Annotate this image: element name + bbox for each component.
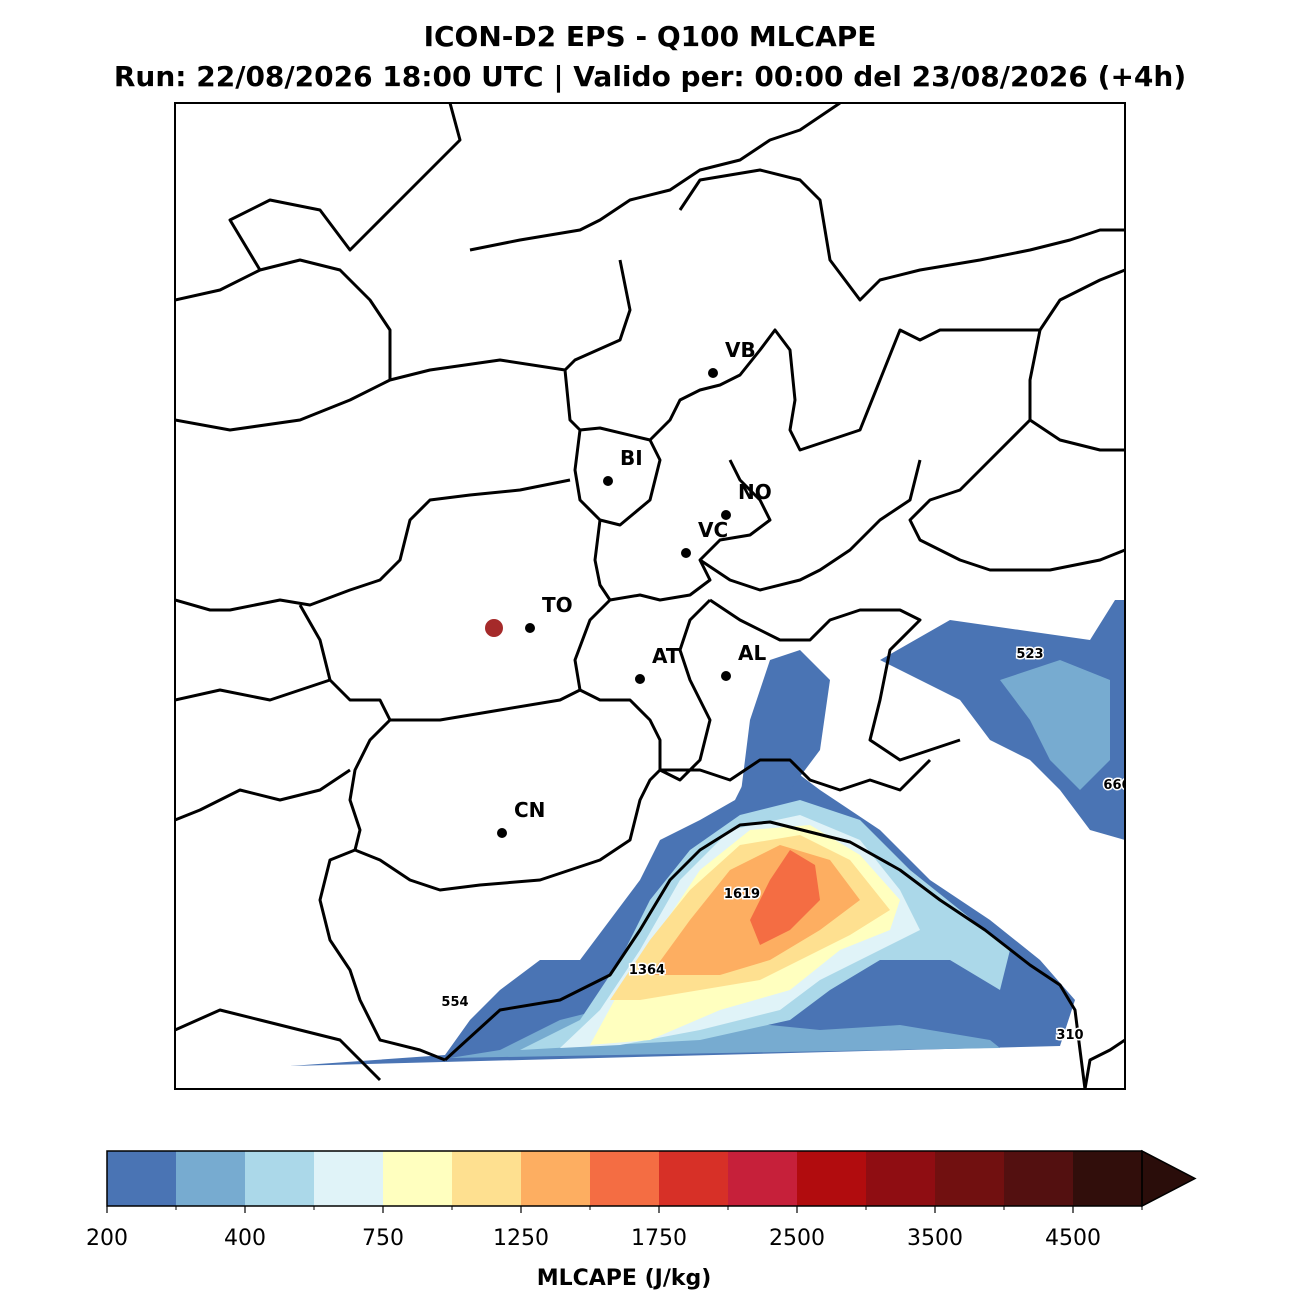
colorbar-tick-label: 1250 <box>493 1226 549 1251</box>
colorbar: 200 400 750 1250 1750 2500 3500 4500 <box>86 1149 1197 1251</box>
colorbar-segment <box>521 1151 591 1206</box>
city-label: TO <box>542 593 573 617</box>
title: ICON-D2 EPS - Q100 MLCAPE <box>424 20 877 53</box>
contour-labels: 523 666 1619 1364 554 310 <box>440 646 1130 1045</box>
coastline <box>443 820 1087 1089</box>
borders <box>175 103 1125 1089</box>
colorbar-segment <box>176 1151 246 1206</box>
city-label: AT <box>652 644 680 668</box>
contour-label: 554 <box>441 995 468 1010</box>
border <box>593 519 612 601</box>
border <box>175 1008 382 1082</box>
cape-area <box>750 850 820 945</box>
colorbar-segment <box>452 1151 522 1206</box>
border <box>678 168 1125 302</box>
colorbar-tick-label: 200 <box>86 1226 128 1251</box>
city-label: BI <box>620 446 643 470</box>
border <box>563 259 632 372</box>
colorbar-segment <box>797 1151 867 1206</box>
colorbar-tick-label: 2500 <box>769 1226 825 1251</box>
colorbar-extension <box>1141 1149 1197 1208</box>
border <box>660 758 932 792</box>
cape-area <box>1000 660 1110 790</box>
city-label: VB <box>725 338 756 362</box>
city-dot <box>635 674 645 684</box>
border <box>1038 268 1125 331</box>
location-marker <box>485 619 503 637</box>
colorbar-segment <box>728 1151 798 1206</box>
colorbar-tick-label: 1750 <box>631 1226 687 1251</box>
colorbar-segment <box>245 1151 315 1206</box>
city-dot <box>681 548 691 558</box>
border <box>348 718 662 892</box>
border <box>228 103 462 271</box>
colorbar-segment <box>1073 1151 1143 1206</box>
city-label: AL <box>738 641 766 665</box>
border <box>318 848 446 1062</box>
colorbar-frame <box>106 1150 1143 1207</box>
border <box>699 459 922 592</box>
colorbar-label: MLCAPE (J/kg) <box>537 1266 712 1291</box>
border <box>1083 1038 1125 1089</box>
subtitle: Run: 22/08/2026 18:00 UTC | Valido per: … <box>114 60 1186 93</box>
cape-area <box>880 600 1125 840</box>
colorbar-segment <box>659 1151 729 1206</box>
city-dot <box>721 671 731 681</box>
city-label: CN <box>514 798 545 822</box>
colorbar-tick-label: 3500 <box>907 1226 963 1251</box>
map: VB BI NO VC TO AT AL CN 523 666 1619 1364 554 310 <box>175 103 1130 1089</box>
city-label: NO <box>738 480 772 504</box>
contour-label: 310 <box>1056 1028 1083 1043</box>
city-dot <box>525 623 535 633</box>
city-label: VC <box>698 518 728 542</box>
city-dot <box>603 476 613 486</box>
contour-label: 1364 <box>629 963 665 978</box>
city-dot <box>708 368 718 378</box>
colorbar-segment <box>107 1151 177 1206</box>
colorbar-tick-label: 4500 <box>1045 1226 1101 1251</box>
border <box>175 328 1125 572</box>
colorbar-segment <box>866 1151 936 1206</box>
colorbar-tick-label: 750 <box>362 1226 404 1251</box>
cape-area <box>740 650 830 800</box>
city-dot <box>721 510 731 520</box>
colorbar-segment <box>314 1151 384 1206</box>
map-frame <box>174 102 1126 1090</box>
contour-label: 1619 <box>724 887 760 902</box>
cities: VB BI NO VC TO AT AL CN <box>497 338 772 838</box>
border <box>298 459 772 722</box>
colorbar-segment <box>1004 1151 1074 1206</box>
colorbar-tick-label: 400 <box>224 1226 266 1251</box>
border <box>469 103 841 252</box>
border <box>175 478 571 612</box>
contour-label: 523 <box>1016 647 1043 662</box>
colorbar-segment <box>383 1151 453 1206</box>
border <box>175 258 392 380</box>
border <box>175 678 331 702</box>
border <box>1029 418 1125 452</box>
border <box>175 768 351 822</box>
city-dot <box>497 828 507 838</box>
contour-label: 666 <box>1103 778 1130 793</box>
colorbar-segment <box>590 1151 660 1206</box>
border <box>709 598 961 762</box>
colorbar-segment <box>935 1151 1005 1206</box>
border <box>573 429 662 527</box>
